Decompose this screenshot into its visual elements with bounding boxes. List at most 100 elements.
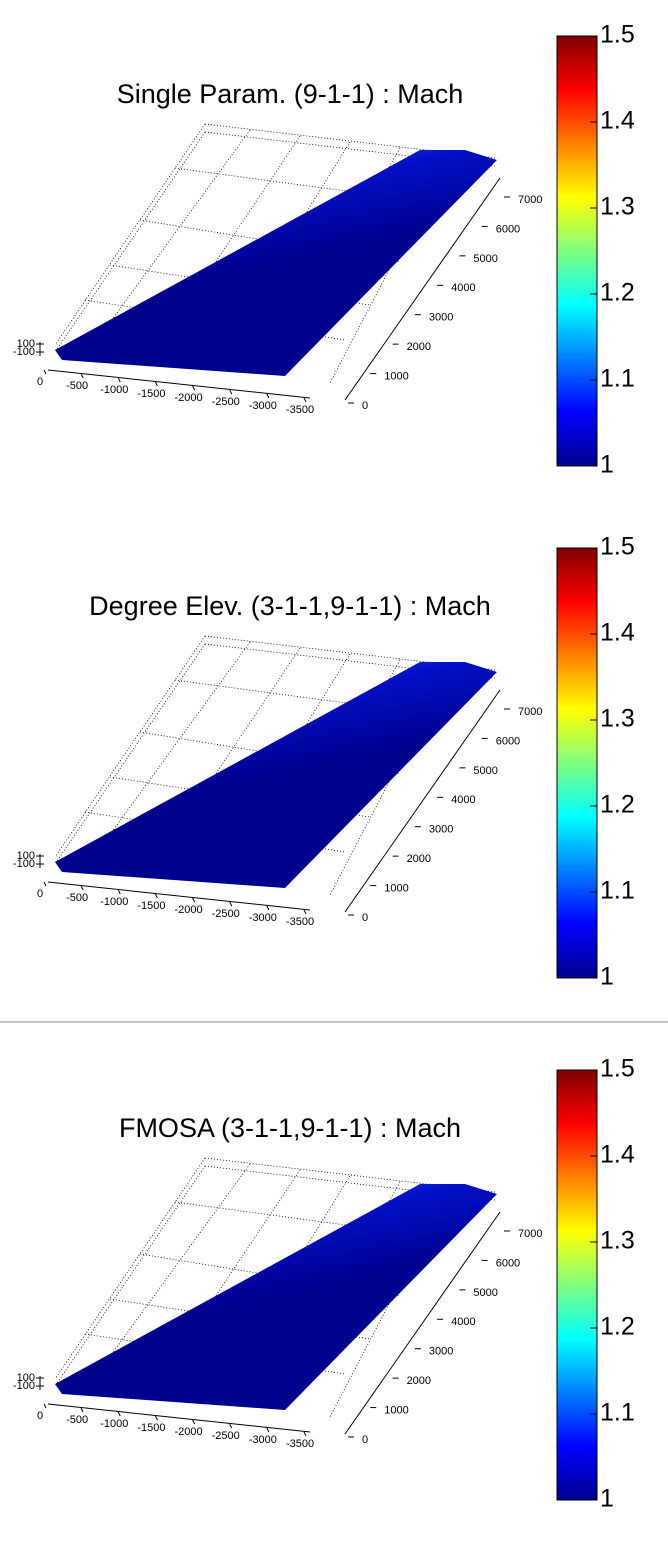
x-tick [229,389,233,395]
colorbar-tick-label: 1.1 [600,1399,635,1427]
x-tick [229,1423,233,1429]
x-tick-label: -1500 [137,388,165,400]
x-tick [154,893,158,899]
x-tick [154,381,158,387]
y-tick-label: 1000 [384,882,408,894]
y-tick-label: 4000 [451,1316,475,1328]
colorbar-tick-label: 1 [600,451,614,479]
box-line [89,1163,251,1385]
box-line [89,641,251,863]
y-tick-label: 0 [362,912,368,924]
y-tick-label: 3000 [429,824,453,836]
colorbar-tick-label: 1.3 [600,193,635,221]
colorbar-tick-label: 1.4 [600,107,635,135]
x-tick-label: -2000 [175,1426,203,1438]
x-tick-label: -2000 [175,392,203,404]
z-tick-label: 100 [17,1372,35,1384]
x-tick [266,393,270,399]
colorbar-tick-label: 1 [600,1485,614,1513]
z-tick-label: -100 [13,1380,35,1392]
chart-title: Degree Elev. (3-1-1,9-1-1) : Mach [89,591,491,621]
x-tick [266,905,270,911]
y-tick-label: 1000 [384,1404,408,1416]
z-tick-label: 100 [17,338,35,350]
x-tick-label: 0 [37,376,43,388]
x-tick-label: -1000 [100,896,128,908]
x-tick-label: -3500 [286,1438,314,1450]
x-tick [80,1407,84,1413]
x-tick [192,897,196,903]
y-tick-label: 1000 [384,370,408,382]
y-tick-label: 0 [362,400,368,412]
x-tick [303,397,307,403]
x-tick-label: -3000 [249,1434,277,1446]
box-line [54,123,206,346]
colorbar-tick-label: 1.1 [600,877,635,905]
x-tick [303,909,307,915]
x-tick [43,369,47,375]
x-tick-label: 0 [37,888,43,900]
y-tick-label: 0 [362,1434,368,1446]
colorbar-tick-label: 1 [600,963,614,991]
x-tick [117,377,121,383]
colorbar-tick-label: 1.2 [600,1313,635,1341]
y-tick-label: 3000 [429,1346,453,1358]
y-tick-label: 7000 [518,706,542,718]
x-tick-label: -2500 [212,396,240,408]
colorbar-tick-label: 1.1 [600,365,635,393]
x-tick-label: -2500 [212,1430,240,1442]
colorbar-tick-label: 1.5 [600,1055,635,1083]
x-axis [47,1403,311,1433]
y-tick-label: 3000 [429,312,453,324]
colorbar-tick-label: 1.4 [600,1141,635,1169]
y-tick-label: 7000 [518,194,542,206]
colorbar-tick-label: 1.3 [600,705,635,733]
y-tick-label: 2000 [407,1375,431,1387]
colorbar-tick-label: 1.2 [600,791,635,819]
colorbar-tick-label: 1.2 [600,279,635,307]
x-tick-label: -500 [66,380,88,392]
x-tick [80,885,84,891]
wing-surface [55,1184,497,1410]
z-tick-label: -100 [13,858,35,870]
x-tick-label: -1000 [100,384,128,396]
box-line [54,1157,206,1380]
wing-surface [55,662,497,888]
x-tick-label: -1500 [137,900,165,912]
colorbar-tick-label: 1.5 [600,533,635,561]
y-tick-label: 6000 [496,735,520,747]
x-tick-label: -2500 [212,908,240,920]
y-tick-label: 2000 [407,341,431,353]
colorbar-tick-label: 1.4 [600,619,635,647]
colorbar [556,547,598,979]
z-tick-label: 100 [17,850,35,862]
y-tick-label: 7000 [518,1228,542,1240]
z-tick-label: -100 [13,346,35,358]
x-tick-label: -1500 [137,1422,165,1434]
x-tick [117,889,121,895]
y-axis [344,1211,501,1435]
x-tick [192,1419,196,1425]
x-tick [266,1427,270,1433]
colorbar-tick-label: 1.5 [600,21,635,49]
x-tick-label: -1000 [100,1418,128,1430]
box-line [89,129,251,351]
y-tick-label: 4000 [451,794,475,806]
chart-title: Single Param. (9-1-1) : Mach [117,79,464,109]
x-axis [47,369,311,399]
x-tick-label: -2000 [175,904,203,916]
x-tick [43,881,47,887]
x-tick [229,901,233,907]
x-tick [303,1431,307,1437]
y-tick-label: 5000 [473,1287,497,1299]
box-line [54,635,206,858]
x-tick-label: -500 [66,892,88,904]
x-tick [43,1403,47,1409]
x-tick-label: -3500 [286,916,314,928]
x-tick [154,1415,158,1421]
y-axis [344,177,501,401]
x-tick-label: -3000 [249,912,277,924]
x-tick-label: 0 [37,1410,43,1422]
colorbar [556,35,598,467]
